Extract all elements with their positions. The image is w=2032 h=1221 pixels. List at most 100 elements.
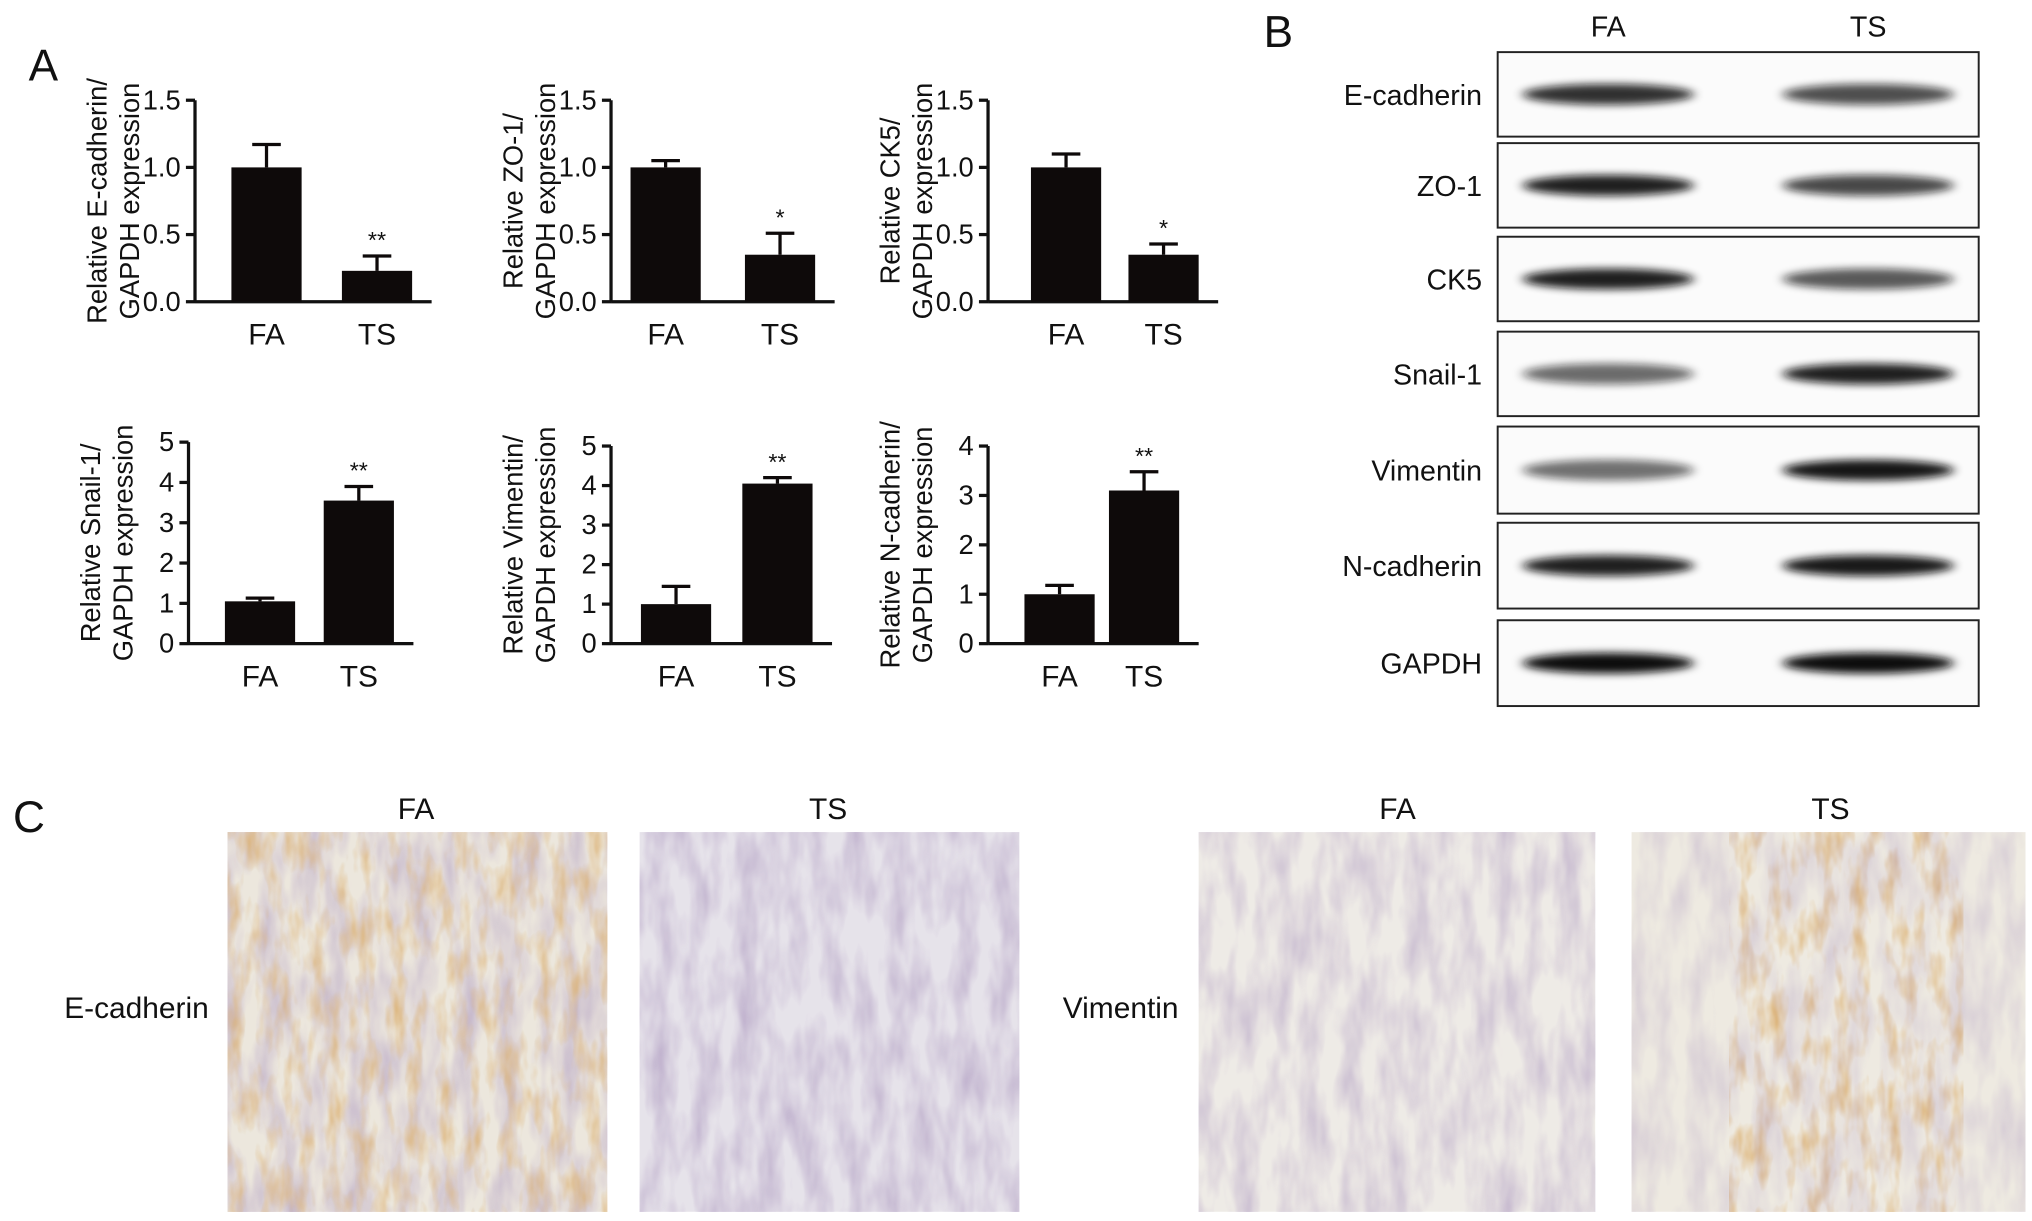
y-tick-label: 2 [159, 547, 174, 578]
y-tick-label: 1 [582, 588, 597, 619]
bar [323, 500, 394, 644]
histology-column-label: FA [398, 793, 435, 826]
x-tick-label: TS [758, 661, 796, 694]
bar [1024, 594, 1095, 644]
y-tick-label: 0 [159, 628, 174, 659]
bar [224, 601, 296, 644]
micrograph-stain [227, 832, 608, 1212]
blot-row-label: N-cadherin [1342, 551, 1482, 583]
blot-column-label: TS [1850, 12, 1887, 44]
y-tick-label: 0.5 [936, 219, 974, 250]
y-tick-label: 4 [582, 470, 597, 501]
y-tick-label: 0.0 [936, 286, 974, 317]
blot-row-label: GAPDH [1380, 649, 1482, 681]
bar [742, 483, 813, 644]
blot-band [1782, 555, 1954, 577]
y-tick-label: 5 [159, 426, 174, 457]
blot-band [1522, 83, 1694, 105]
blot-band [1782, 174, 1954, 196]
y-tick-label: 1.0 [559, 151, 597, 182]
y-tick-label: 1.0 [936, 151, 974, 182]
bar [640, 604, 712, 644]
micrograph-texture [639, 832, 1020, 1212]
y-tick-label: 1.5 [936, 84, 974, 115]
micrograph-texture [1198, 832, 1596, 1212]
y-axis-label: GAPDH expression [114, 83, 145, 320]
error-bar [1045, 583, 1074, 595]
error-bar [344, 484, 374, 501]
panel-label: B [1264, 8, 1293, 57]
bar [630, 167, 701, 302]
y-tick-label: 0.5 [143, 219, 181, 250]
x-tick-label: FA [248, 319, 285, 352]
y-axis-label: GAPDH expression [907, 83, 938, 320]
blot-row-label: CK5 [1426, 264, 1482, 296]
y-axis-label: GAPDH expression [530, 427, 561, 664]
x-tick-label: FA [1048, 319, 1085, 352]
y-axis-label: Relative E-cadherin/ [82, 78, 113, 324]
y-axis-label: Relative Vimentin/ [498, 435, 529, 655]
y-tick-label: 1 [959, 578, 974, 609]
error-bar [252, 142, 281, 168]
significance: * [775, 204, 784, 230]
blot-band [1782, 268, 1954, 290]
x-tick-label: TS [1144, 319, 1182, 352]
significance: ** [368, 227, 386, 253]
bar [1108, 490, 1180, 644]
histology-row-label: E-cadherin [64, 992, 209, 1025]
significance: ** [768, 449, 786, 475]
error-bar [1149, 242, 1178, 255]
y-tick-label: 4 [159, 467, 174, 498]
blot-band [1782, 652, 1954, 674]
blot-row-label: E-cadherin [1344, 80, 1482, 112]
blot-band [1782, 83, 1954, 105]
y-axis-label: GAPDH expression [108, 425, 139, 662]
y-tick-label: 2 [582, 549, 597, 580]
significance: ** [350, 458, 368, 484]
x-tick-label: FA [647, 319, 684, 352]
y-axis-label: GAPDH expression [530, 83, 561, 320]
error-bar [1129, 470, 1159, 491]
y-tick-label: 1 [159, 587, 174, 618]
bar [1030, 167, 1102, 302]
error-bar [763, 476, 792, 484]
blot-row-label: Vimentin [1371, 455, 1482, 487]
x-tick-label: TS [761, 319, 799, 352]
histology-column-label: TS [1811, 793, 1849, 826]
y-tick-label: 2 [959, 529, 974, 560]
y-tick-label: 0 [582, 628, 597, 659]
micrograph-texture [1631, 832, 2026, 1212]
significance: ** [1135, 443, 1153, 469]
y-tick-label: 0 [959, 628, 974, 659]
y-axis-label: Relative N-cadherin/ [875, 421, 906, 669]
y-tick-label: 1.5 [559, 84, 597, 115]
panel-label: C [13, 793, 45, 842]
y-tick-label: 0.5 [559, 219, 597, 250]
bar [231, 167, 302, 302]
blot-band [1522, 459, 1694, 481]
y-axis-label: GAPDH expression [907, 427, 938, 664]
blot-band [1522, 363, 1694, 385]
x-tick-label: FA [658, 661, 695, 694]
error-bar [661, 584, 691, 605]
blot-band [1522, 268, 1694, 290]
histology-row-label: Vimentin [1063, 992, 1179, 1025]
blot-row-label: Snail-1 [1393, 359, 1482, 391]
y-tick-label: 1.0 [143, 151, 181, 182]
bar [341, 270, 413, 302]
y-axis-label: Relative Snail-1/ [75, 443, 106, 642]
blot-row-label: ZO-1 [1417, 171, 1482, 203]
y-tick-label: 0.0 [559, 286, 597, 317]
blot-column-label: FA [1591, 12, 1627, 44]
panel-label: A [29, 42, 59, 91]
error-bar [245, 596, 275, 602]
histology-column-label: FA [1379, 793, 1416, 826]
blot-band [1782, 459, 1954, 481]
x-tick-label: FA [1041, 661, 1078, 694]
y-tick-label: 3 [159, 507, 174, 538]
significance: * [1159, 215, 1168, 241]
error-bar [765, 231, 795, 255]
bar [744, 254, 816, 302]
histology-column-label: TS [809, 793, 847, 826]
